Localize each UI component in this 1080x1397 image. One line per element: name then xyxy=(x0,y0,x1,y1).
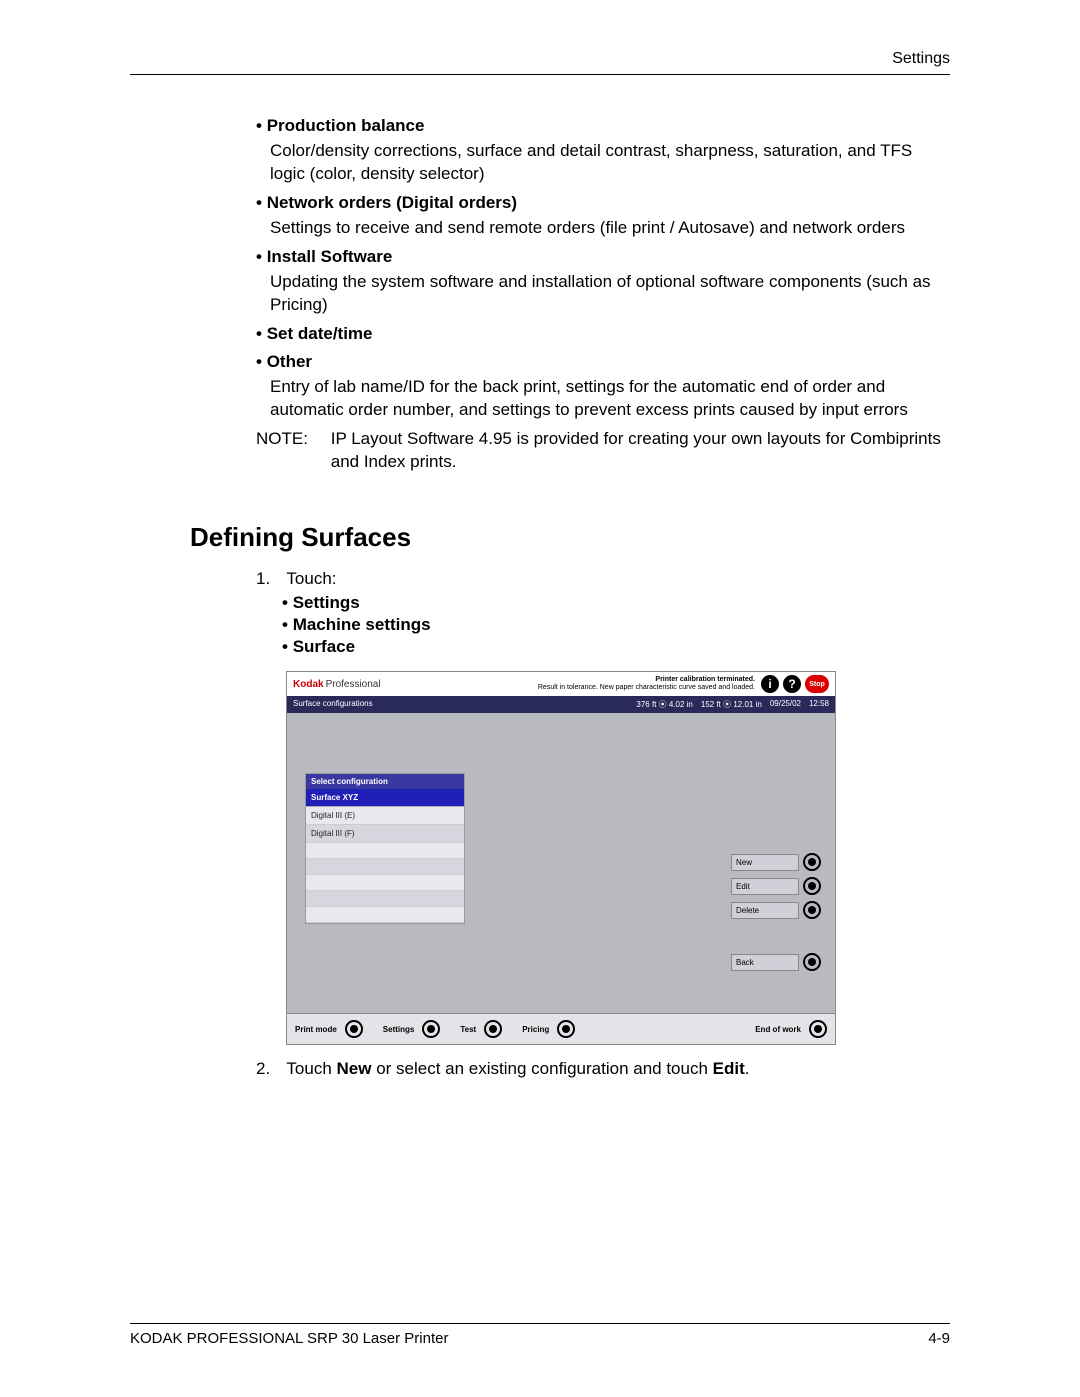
note-body: IP Layout Software 4.95 is provided for … xyxy=(331,428,945,474)
config-item-empty xyxy=(306,843,464,859)
config-item-empty xyxy=(306,907,464,923)
config-item[interactable]: Digital III (E) xyxy=(306,807,464,825)
step-1: 1. Touch: Settings Machine settings Surf… xyxy=(256,569,950,657)
delete-button[interactable]: Delete xyxy=(731,901,821,919)
stop-button[interactable]: Stop xyxy=(805,675,829,693)
radio-icon xyxy=(809,1020,827,1038)
radio-icon xyxy=(803,953,821,971)
section-heading: Defining Surfaces xyxy=(190,522,950,553)
time: 12:58 xyxy=(809,699,829,710)
config-item-empty xyxy=(306,891,464,907)
footer-right: 4-9 xyxy=(928,1330,950,1347)
help-icon[interactable]: ? xyxy=(783,675,801,693)
step-sub: Surface xyxy=(282,637,950,657)
brand-professional: Professional xyxy=(326,679,381,690)
pricing-button[interactable]: Pricing xyxy=(522,1020,575,1038)
config-item[interactable]: Digital III (F) xyxy=(306,825,464,843)
test-button[interactable]: Test xyxy=(460,1020,502,1038)
page-header-section: Settings xyxy=(130,50,950,75)
config-item-selected[interactable]: Surface XYZ xyxy=(306,789,464,807)
bullet-title: Set date/time xyxy=(256,324,373,343)
end-of-work-button[interactable]: End of work xyxy=(755,1020,827,1038)
back-button[interactable]: Back xyxy=(731,953,821,971)
paper-status-b: 152 ft ⦿ 12.01 in xyxy=(701,699,762,710)
radio-icon xyxy=(345,1020,363,1038)
config-list: Select configuration Surface XYZ Digital… xyxy=(305,773,465,924)
step-text: Touch: xyxy=(286,569,336,588)
bullet-title: Network orders (Digital orders) xyxy=(256,193,517,212)
screen-title: Surface configurations xyxy=(293,699,373,710)
config-item-empty xyxy=(306,859,464,875)
step-number: 1. xyxy=(256,569,282,589)
paper-status-a: 376 ft ⦿ 4.02 in xyxy=(636,699,692,710)
radio-icon xyxy=(422,1020,440,1038)
note-label: NOTE: xyxy=(256,428,326,451)
bullet-title: Production balance xyxy=(256,116,424,135)
radio-icon xyxy=(557,1020,575,1038)
step-sub: Machine settings xyxy=(282,615,950,635)
step-2: 2. Touch New or select an existing confi… xyxy=(256,1059,950,1079)
bullet-body: Updating the system software and install… xyxy=(270,271,950,317)
bullet-body: Settings to receive and send remote orde… xyxy=(270,217,950,240)
status-text: Printer calibration terminated. Result i… xyxy=(381,676,755,691)
config-item-empty xyxy=(306,875,464,891)
bullet-body: Entry of lab name/ID for the back print,… xyxy=(270,376,950,422)
settings-button[interactable]: Settings xyxy=(383,1020,441,1038)
radio-icon xyxy=(484,1020,502,1038)
note: NOTE: IP Layout Software 4.95 is provide… xyxy=(256,428,950,474)
config-list-header: Select configuration xyxy=(306,774,464,789)
bullet-list: Production balance Color/density correct… xyxy=(256,115,950,422)
surface-config-screenshot: Kodak Professional Printer calibration t… xyxy=(286,671,836,1045)
print-mode-button[interactable]: Print mode xyxy=(295,1020,363,1038)
edit-button[interactable]: Edit xyxy=(731,877,821,895)
step-number: 2. xyxy=(256,1059,282,1079)
radio-icon xyxy=(803,853,821,871)
date: 09/25/02 xyxy=(770,699,801,710)
brand-kodak: Kodak xyxy=(293,679,324,690)
bullet-body: Color/density corrections, surface and d… xyxy=(270,140,950,186)
bullet-title: Install Software xyxy=(256,247,392,266)
new-button[interactable]: New xyxy=(731,853,821,871)
step-sub: Settings xyxy=(282,593,950,613)
bullet-title: Other xyxy=(256,352,312,371)
radio-icon xyxy=(803,877,821,895)
footer-left: KODAK PROFESSIONAL SRP 30 Laser Printer xyxy=(130,1330,448,1347)
info-icon[interactable]: i xyxy=(761,675,779,693)
radio-icon xyxy=(803,901,821,919)
